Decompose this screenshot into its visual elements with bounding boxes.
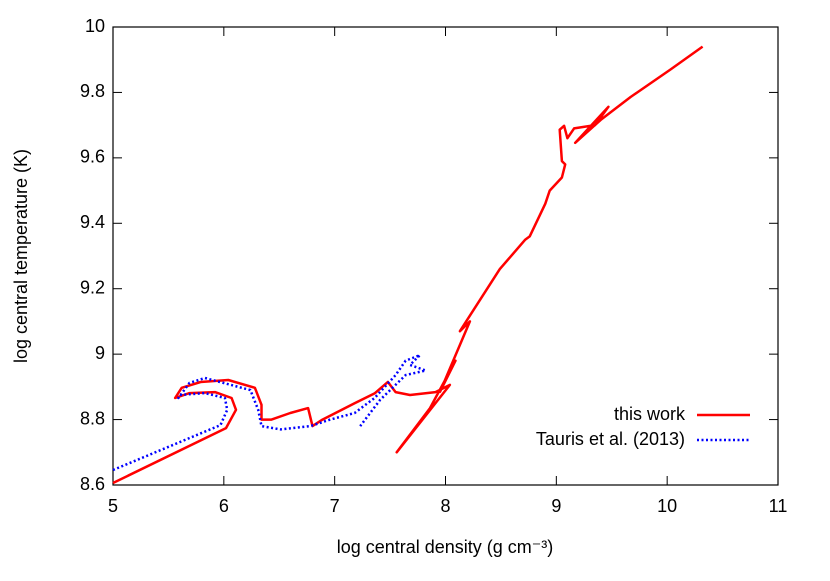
series-line: [112, 353, 427, 472]
y-tick-label: 8.6: [80, 474, 105, 494]
x-tick-label: 7: [330, 496, 340, 516]
x-tick-label: 9: [551, 496, 561, 516]
x-tick-label: 10: [657, 496, 677, 516]
y-tick-label: 9.2: [80, 277, 105, 297]
legend-label: this work: [614, 404, 686, 424]
series-line: [112, 45, 704, 485]
y-tick-label: 10: [85, 16, 105, 36]
y-tick-label: 9.4: [80, 212, 105, 232]
x-tick-label: 6: [219, 496, 229, 516]
y-axis-label: log central temperature (K): [11, 149, 31, 363]
y-tick-label: 8.8: [80, 408, 105, 428]
y-tick-label: 9: [95, 343, 105, 363]
x-axis-label: log central density (g cm⁻³): [337, 537, 554, 557]
x-tick-label: 8: [440, 496, 450, 516]
y-tick-label: 9.8: [80, 81, 105, 101]
x-tick-label: 11: [769, 496, 788, 516]
x-tick-label: 5: [108, 496, 118, 516]
legend-label: Tauris et al. (2013): [536, 429, 685, 449]
y-tick-label: 9.6: [80, 147, 105, 167]
